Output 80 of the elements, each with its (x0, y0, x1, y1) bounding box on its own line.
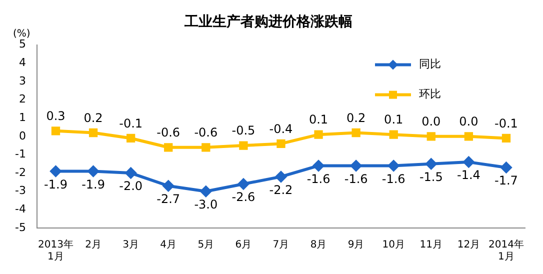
data-label: 0.3 (46, 109, 66, 124)
data-label: -0.1 (119, 116, 143, 130)
y-tick-label: -1 (15, 148, 26, 161)
y-tick-label: -5 (15, 220, 26, 234)
point (238, 178, 249, 190)
data-label: -1.6 (382, 172, 406, 186)
point (276, 139, 286, 148)
point (350, 160, 362, 172)
data-label: -2.7 (156, 192, 180, 206)
legend-label: 同比 (419, 58, 441, 71)
x-tick-label: 4月 (160, 240, 177, 251)
y-tick-label: -2 (15, 166, 26, 179)
data-label: -3.0 (194, 197, 218, 212)
x-tick-label: 10月 (382, 240, 405, 251)
x-tick-label: 12月 (457, 240, 480, 251)
point (426, 158, 437, 170)
point (314, 130, 323, 139)
point (239, 141, 248, 150)
x-tick-label: 2014年 1月 (488, 238, 524, 263)
point (200, 186, 212, 197)
data-label: 0.0 (459, 114, 478, 129)
y-tick-label: 5 (18, 38, 26, 51)
data-label: -0.1 (494, 116, 518, 130)
point (463, 156, 474, 168)
y-tick-label: -3 (15, 184, 26, 198)
point (50, 166, 62, 177)
data-label: -0.6 (194, 126, 218, 140)
point (313, 160, 324, 172)
x-tick-label: 5月 (198, 240, 214, 251)
data-label: -0.5 (232, 124, 256, 138)
data-label: -1.9 (82, 177, 105, 192)
data-label: -1.7 (494, 174, 518, 188)
data-label: 0.2 (84, 110, 103, 125)
x-tick-label: 6月 (235, 240, 252, 251)
point (275, 171, 286, 182)
data-label: -0.4 (269, 122, 293, 136)
point (502, 134, 511, 143)
chart-title: 工业生产者购进价格涨跌幅 (184, 13, 352, 30)
point (162, 180, 174, 192)
x-tick-label: 2013年 1月 (38, 238, 74, 263)
y-tick-label: 1 (18, 110, 26, 124)
data-label: -2.6 (232, 190, 256, 204)
data-label: -1.4 (456, 168, 480, 182)
x-tick-label: 9月 (348, 240, 364, 251)
data-label: -1.6 (306, 172, 330, 186)
data-label: -1.6 (344, 172, 368, 186)
data-label: -1.5 (419, 170, 443, 184)
y-tick-label: 2 (18, 92, 26, 106)
point (126, 134, 136, 143)
point (426, 132, 436, 141)
data-label: -0.6 (156, 126, 180, 140)
data-label: 0.1 (308, 112, 328, 127)
point (88, 128, 98, 138)
y-tick-label: 0 (18, 129, 26, 142)
y-axis-title: (%) (12, 28, 30, 40)
x-tick-label: 11月 (420, 240, 443, 251)
point (388, 160, 400, 172)
y-tick-label: 4 (18, 56, 26, 69)
point (88, 166, 99, 177)
data-label: 0.2 (346, 110, 366, 125)
point (389, 130, 398, 139)
x-tick-label: 7月 (272, 240, 290, 251)
data-label: -1.9 (44, 177, 68, 192)
data-label: 0.1 (384, 112, 404, 127)
point (464, 132, 474, 141)
data-label: 0.0 (422, 114, 441, 129)
x-tick-label: 2月 (85, 240, 102, 251)
point (500, 162, 512, 174)
x-tick-label: 3月 (122, 240, 140, 251)
point (202, 143, 210, 152)
data-label: -2.0 (119, 179, 143, 194)
point (164, 143, 173, 152)
y-tick-label: -4 (15, 202, 26, 216)
point (125, 168, 136, 179)
y-tick-label: 3 (18, 74, 26, 88)
data-label: -2.2 (269, 182, 293, 197)
point (352, 128, 360, 138)
legend-label: 环比 (419, 88, 441, 101)
point (51, 126, 60, 136)
x-tick-label: 8月 (310, 240, 327, 251)
